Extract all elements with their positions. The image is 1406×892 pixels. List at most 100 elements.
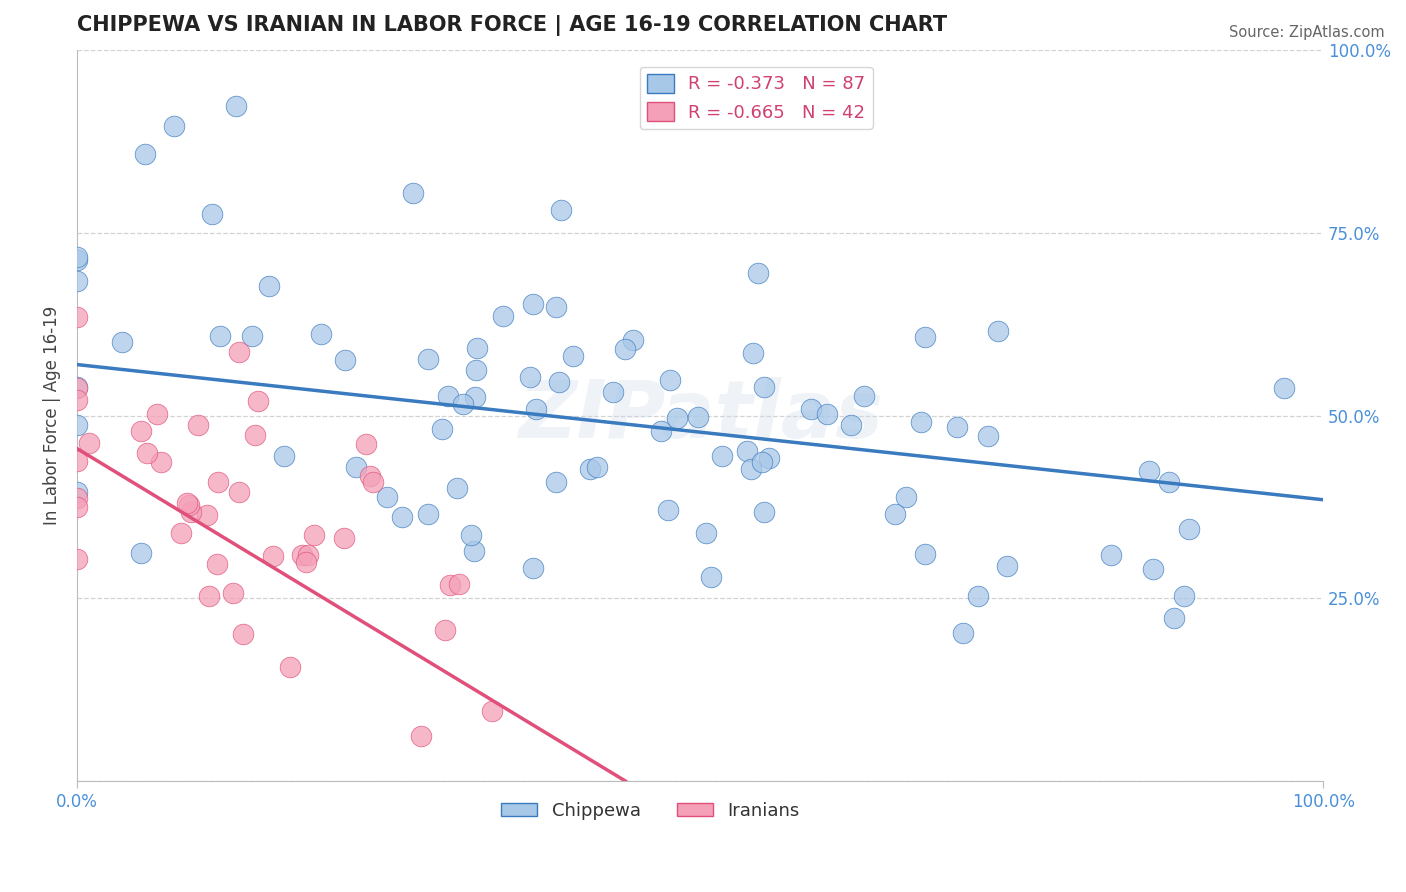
Point — [145, 407, 167, 421]
Point — [522, 561, 544, 575]
Point — [240, 328, 263, 343]
Point — [1272, 380, 1295, 394]
Point — [391, 509, 413, 524]
Point — [465, 341, 488, 355]
Point — [747, 266, 769, 280]
Point — [163, 119, 186, 133]
Point — [150, 455, 173, 469]
Point — [1137, 464, 1160, 478]
Point — [176, 496, 198, 510]
Point — [209, 329, 232, 343]
Legend: Chippewa, Iranians: Chippewa, Iranians — [494, 794, 807, 827]
Y-axis label: In Labor Force | Age 16-19: In Labor Force | Age 16-19 — [44, 306, 60, 525]
Point — [302, 528, 325, 542]
Point — [66, 250, 89, 264]
Point — [361, 475, 384, 489]
Point — [524, 402, 547, 417]
Point — [201, 207, 224, 221]
Point — [711, 449, 734, 463]
Point — [333, 532, 356, 546]
Point — [1142, 562, 1164, 576]
Point — [66, 310, 89, 324]
Point — [742, 346, 765, 360]
Point — [658, 374, 681, 388]
Point — [914, 547, 936, 561]
Point — [294, 555, 316, 569]
Point — [602, 384, 624, 399]
Point — [198, 590, 221, 604]
Point — [815, 407, 838, 421]
Point — [1159, 475, 1181, 489]
Point — [187, 418, 209, 433]
Point — [257, 279, 280, 293]
Point — [446, 481, 468, 495]
Point — [800, 401, 823, 416]
Point — [758, 450, 780, 465]
Point — [66, 381, 89, 395]
Point — [66, 551, 89, 566]
Point — [977, 429, 1000, 443]
Point — [222, 585, 245, 599]
Point — [375, 490, 398, 504]
Point — [134, 147, 156, 161]
Point — [737, 444, 759, 458]
Point — [354, 437, 377, 451]
Point — [740, 461, 762, 475]
Point — [686, 410, 709, 425]
Point — [578, 461, 600, 475]
Text: Source: ZipAtlas.com: Source: ZipAtlas.com — [1229, 25, 1385, 40]
Point — [66, 392, 89, 407]
Point — [464, 390, 486, 404]
Point — [129, 546, 152, 560]
Point — [278, 659, 301, 673]
Point — [586, 459, 609, 474]
Point — [195, 508, 218, 523]
Point — [333, 353, 356, 368]
Point — [66, 491, 89, 505]
Point — [463, 544, 485, 558]
Point — [695, 525, 717, 540]
Point — [699, 570, 721, 584]
Point — [66, 274, 89, 288]
Point — [228, 485, 250, 500]
Point — [839, 417, 862, 432]
Point — [914, 330, 936, 344]
Point — [548, 375, 571, 389]
Point — [492, 309, 515, 323]
Point — [460, 528, 482, 542]
Point — [657, 503, 679, 517]
Point — [66, 253, 89, 268]
Text: CHIPPEWA VS IRANIAN IN LABOR FORCE | AGE 16-19 CORRELATION CHART: CHIPPEWA VS IRANIAN IN LABOR FORCE | AGE… — [77, 15, 948, 36]
Point — [481, 704, 503, 718]
Point — [291, 548, 314, 562]
Point — [247, 394, 270, 409]
Point — [170, 526, 193, 541]
Point — [402, 186, 425, 200]
Point — [411, 729, 433, 743]
Point — [111, 334, 134, 349]
Point — [344, 459, 367, 474]
Point — [1178, 522, 1201, 536]
Point — [433, 623, 456, 637]
Point — [297, 549, 319, 563]
Point — [66, 484, 89, 499]
Point — [752, 380, 775, 394]
Point — [430, 422, 453, 436]
Point — [205, 558, 228, 572]
Point — [77, 436, 100, 450]
Point — [309, 326, 332, 341]
Text: ZIPatlas: ZIPatlas — [517, 376, 883, 455]
Point — [1173, 590, 1195, 604]
Point — [546, 475, 568, 489]
Point — [449, 577, 471, 591]
Point — [751, 455, 773, 469]
Point — [665, 411, 688, 425]
Point — [262, 549, 284, 563]
Point — [522, 297, 544, 311]
Point — [1163, 611, 1185, 625]
Point — [135, 446, 157, 460]
Point — [967, 589, 990, 603]
Point — [650, 424, 672, 438]
Point — [129, 424, 152, 438]
Point — [852, 389, 875, 403]
